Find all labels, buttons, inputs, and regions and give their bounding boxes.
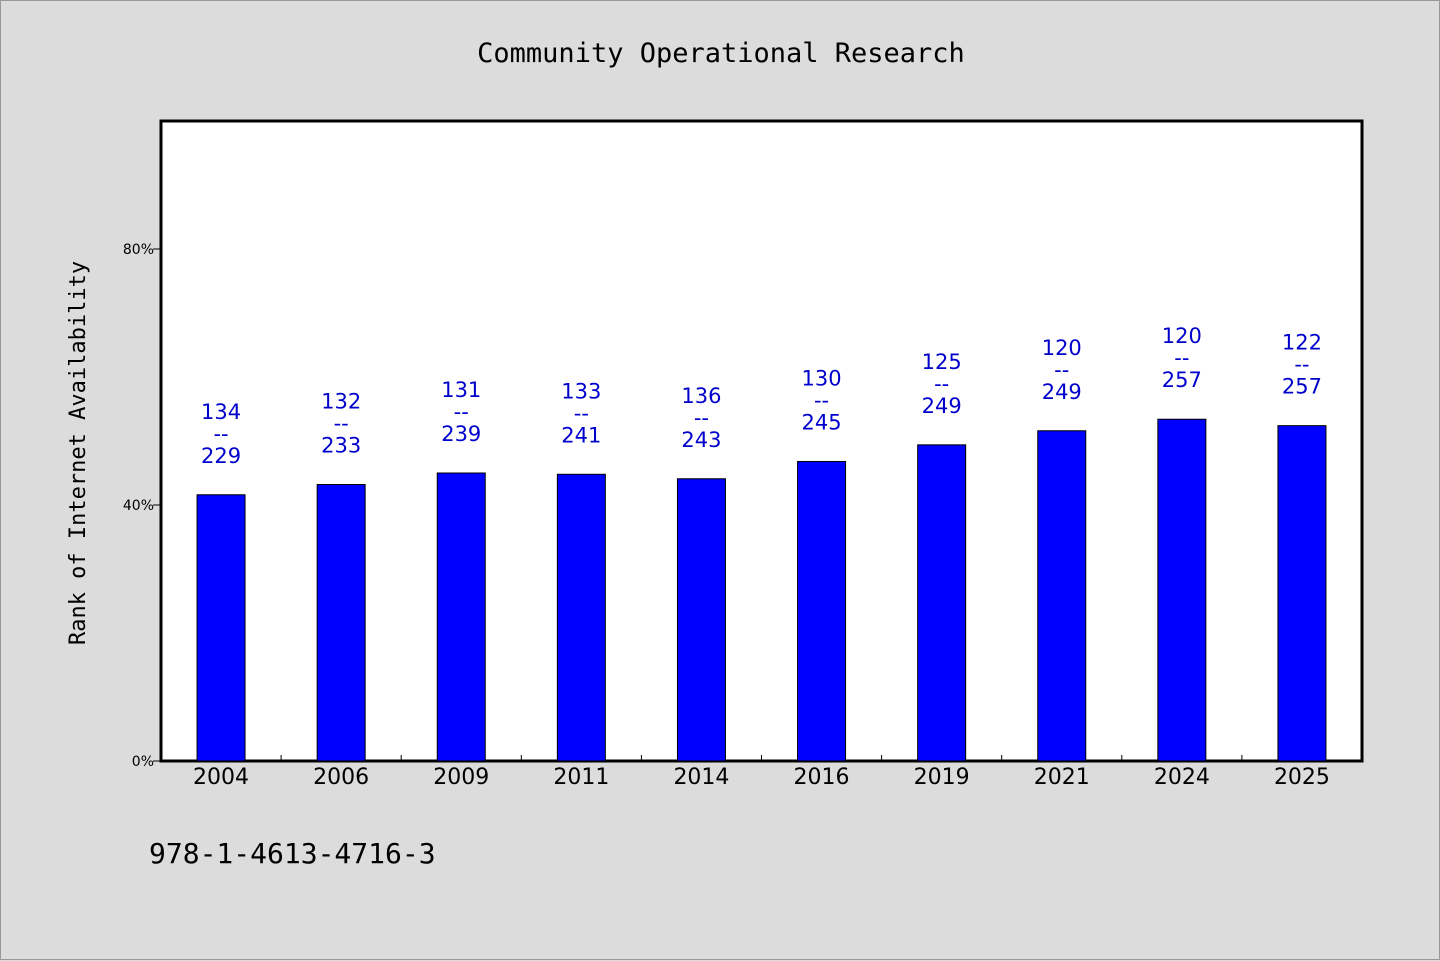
bar-label-sep: --	[454, 400, 469, 424]
bar	[1157, 418, 1207, 762]
x-tick-label: 2016	[794, 765, 850, 790]
y-tick-label: 80%	[123, 242, 154, 258]
y-axis-label: Rank of Internet Availability	[66, 261, 91, 645]
x-tick-label: 2014	[673, 765, 729, 790]
bar	[797, 460, 847, 762]
bar-label-top: 136	[681, 384, 721, 408]
bar-label-bottom: 245	[802, 410, 842, 434]
bar-label-bottom: 249	[922, 394, 962, 418]
chart-title: Community Operational Research	[477, 38, 965, 69]
bar-labels-group: 134--229132--233131--239133--241136--243…	[201, 324, 1322, 468]
bar-label-top: 122	[1282, 331, 1322, 355]
bar-label-bottom: 239	[441, 422, 481, 446]
bars-group	[196, 418, 1327, 762]
x-tick-label: 2011	[553, 765, 609, 790]
bar-label-bottom: 243	[681, 428, 721, 452]
bar-label-sep: --	[1174, 346, 1189, 370]
bar	[1277, 425, 1327, 762]
x-tick-label: 2019	[914, 765, 970, 790]
bar	[316, 484, 366, 762]
bar-label-sep: --	[334, 412, 349, 436]
bar-label-sep: --	[1294, 353, 1309, 377]
bar-label-bottom: 257	[1162, 368, 1202, 392]
bar-label-top: 133	[561, 379, 601, 403]
x-tick-label: 2009	[433, 765, 489, 790]
bar-label-bottom: 229	[201, 444, 241, 468]
bar	[676, 478, 726, 762]
bar	[436, 472, 486, 762]
x-tick-label: 2004	[193, 765, 249, 790]
bar-label-bottom: 233	[321, 434, 361, 458]
bar-label-top: 130	[802, 366, 842, 390]
x-tick-label: 2025	[1274, 765, 1330, 790]
y-tick-label: 40%	[123, 498, 154, 514]
bar-label-sep: --	[1054, 358, 1069, 382]
bar-label-sep: --	[213, 422, 228, 446]
bar-label-sep: --	[934, 372, 949, 396]
bar-label-sep: --	[574, 401, 589, 425]
bar-label-sep: --	[694, 406, 709, 430]
bar-label-top: 132	[321, 390, 361, 414]
x-tick-label: 2006	[313, 765, 369, 790]
bar-label-top: 134	[201, 400, 241, 424]
y-tick-label: 0%	[132, 754, 154, 770]
bar	[556, 473, 606, 762]
bar-label-bottom: 257	[1282, 375, 1322, 399]
x-tick-label: 2024	[1154, 765, 1210, 790]
isbn-text: 978-1-4613-4716-3	[149, 837, 436, 870]
bar-label-top: 131	[441, 378, 481, 402]
bar-label-top: 120	[1042, 336, 1082, 360]
bar-label-bottom: 241	[561, 423, 601, 447]
x-axis: 2004 2006 2009 2011 2014 2016 2019 2021 2024 2025	[193, 755, 1330, 790]
bar-label-bottom: 249	[1042, 380, 1082, 404]
bar-label-top: 125	[922, 350, 962, 374]
bar	[917, 444, 967, 762]
y-axis: 0% 40% 80%	[123, 242, 161, 770]
bar-label-top: 120	[1162, 324, 1202, 348]
bar-label-sep: --	[814, 388, 829, 412]
bar	[196, 494, 246, 762]
x-tick-label: 2021	[1034, 765, 1090, 790]
bar	[1037, 430, 1087, 762]
